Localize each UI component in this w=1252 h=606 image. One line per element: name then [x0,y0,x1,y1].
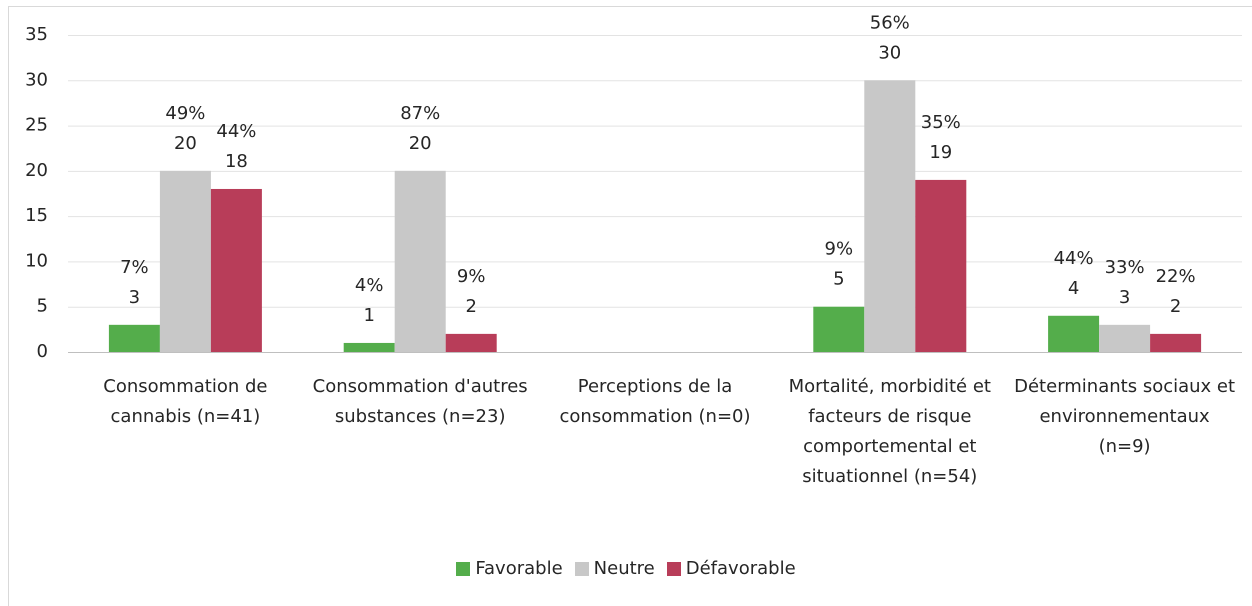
percent-label: 49% [165,103,205,124]
legend-swatch [666,561,681,576]
data-label: 5 [833,269,844,290]
legend-label: Favorable [475,558,563,579]
percent-label: 87% [400,103,440,124]
y-tick-label: 20 [25,160,48,181]
percent-label: 44% [1054,248,1094,269]
data-label: 20 [174,133,197,154]
legend-item: Défavorable [666,558,796,579]
y-tick-label: 10 [25,250,48,271]
percent-label: 56% [870,12,910,33]
legend-swatch [574,561,589,576]
percent-label: 9% [825,239,854,260]
data-label: 2 [1170,296,1181,317]
legend-label: Défavorable [685,558,796,579]
y-tick-label: 0 [37,341,48,362]
percent-label: 22% [1156,266,1196,287]
data-label: 3 [129,287,140,308]
bar [1150,333,1202,352]
bar [1048,315,1100,352]
y-tick-label: 35 [25,24,48,45]
data-label: 4 [1068,278,1079,299]
data-label: 20 [409,133,432,154]
legend-label: Neutre [593,558,655,579]
bar [159,170,211,352]
bar [864,80,916,353]
percent-label: 35% [921,112,961,133]
x-tick-label: Déterminants sociaux et environnementaux… [1014,376,1236,457]
percent-label: 33% [1105,257,1145,278]
x-tick-label: Mortalité, morbidité et facteurs de risq… [788,376,991,487]
percent-label: 9% [457,266,486,287]
legend-item: Favorable [456,558,563,579]
data-label: 18 [225,151,248,172]
bar [210,188,262,352]
percent-label: 44% [216,121,256,142]
bar [445,333,497,352]
percent-label: 4% [355,275,384,296]
legend-item: Neutre [574,558,655,579]
y-tick-label: 25 [25,115,48,136]
bar [394,170,446,352]
data-label: 30 [878,42,901,63]
x-tick-label: Consommation d'autres substances (n=23) [312,376,528,427]
bar [915,179,967,352]
bar [813,306,865,352]
y-tick-label: 5 [37,296,48,317]
data-label: 1 [363,305,374,326]
data-label: 19 [929,142,952,163]
data-label: 2 [465,296,476,317]
bar [1099,324,1151,352]
chart-border [8,6,1252,606]
x-tick-label: Perceptions de la consommation (n=0) [559,376,751,427]
y-tick-label: 30 [25,69,48,90]
x-tick-label: Consommation de cannabis (n=41) [103,376,268,427]
bar [343,342,395,352]
legend-swatch [456,561,471,576]
bar [108,324,160,352]
percent-label: 7% [120,257,149,278]
data-label: 3 [1119,287,1130,308]
y-tick-label: 15 [25,205,48,226]
legend: Favorable Neutre Défavorable [0,558,1252,579]
